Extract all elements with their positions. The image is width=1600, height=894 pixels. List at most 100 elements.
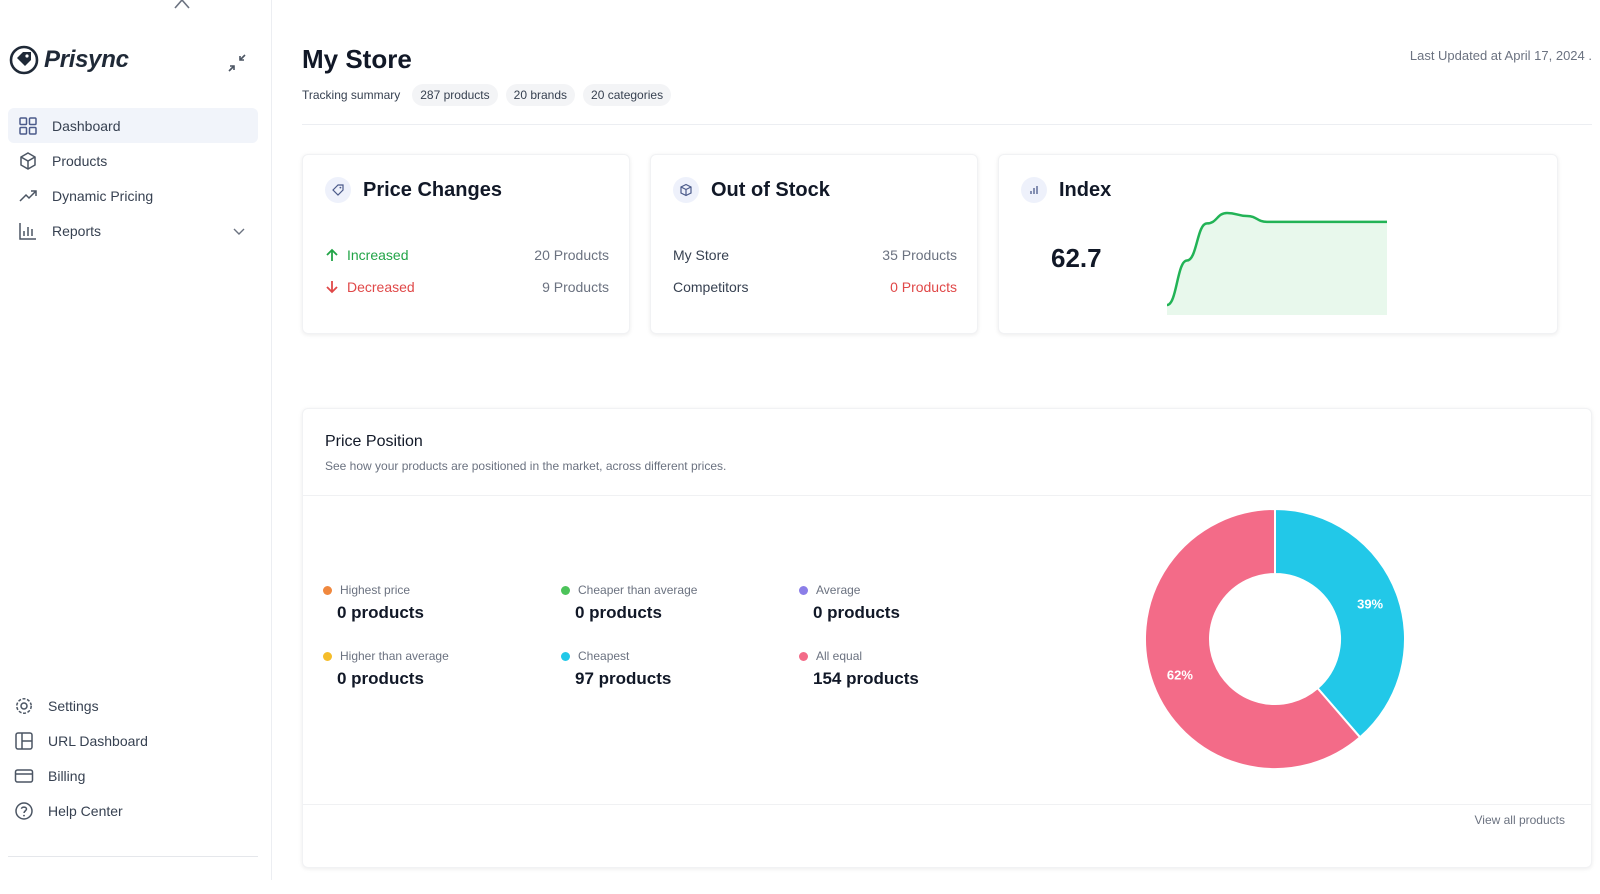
my-store-value: 35 Products [882,247,957,263]
sidebar: Prisync Dashboard Products [0,0,272,880]
donut-slice-label: 39% [1357,597,1383,612]
logo-icon [9,45,39,75]
legend-average[interactable]: Average 0 products [799,583,1019,623]
legend-value: 154 products [813,669,919,688]
trending-up-icon [18,186,38,206]
sidebar-item-label: Settings [48,697,99,714]
cube-icon [673,177,699,203]
main-nav: Dashboard Products Dynamic Pricing Repor… [8,108,258,248]
legend-dot [323,651,332,661]
legend-all-equal[interactable]: All equal 154 products [799,649,1019,689]
sidebar-item-dashboard[interactable]: Dashboard [8,108,258,143]
card-title: Price Changes [363,178,502,201]
gear-icon [14,696,34,716]
secondary-nav: Settings URL Dashboard Billing Help Cent… [4,688,258,828]
arrow-up-icon [326,248,338,261]
legend-value: 0 products [337,669,424,688]
increased-label: Increased [347,247,409,263]
grid-icon [18,116,38,136]
legend-label: Highest price [340,583,411,597]
page-title: My Store [302,44,412,74]
last-updated-text: Last Updated at April 17, 2024 . [1409,48,1592,63]
sidebar-item-products[interactable]: Products [8,143,258,178]
legend-value: 97 products [575,669,672,688]
section-divider [303,495,1591,496]
competitors-value: 0 Products [890,279,957,295]
legend-dot [799,585,808,595]
competitors-label: Competitors [673,279,749,295]
sidebar-item-label: Products [52,152,108,169]
legend-dot [799,651,808,661]
view-all-products-link[interactable]: View all products [1474,813,1566,827]
brands-count-pill[interactable]: 20 brands [505,84,576,106]
price-position-donut-chart[interactable]: 39% 62% [1143,507,1407,771]
index-sparkline [1167,211,1387,315]
bar-chart-icon [18,221,38,241]
main-content: My Store Last Updated at April 17, 2024 … [302,0,1592,894]
legend-dot [323,585,332,595]
chevron-down-icon[interactable] [232,224,246,238]
card-title: Index [1059,178,1112,201]
box-icon [18,151,38,171]
sidebar-item-reports[interactable]: Reports [8,213,258,248]
index-card[interactable]: Index 62.7 [998,154,1558,334]
sidebar-divider [8,856,258,857]
tag-icon [325,177,351,203]
sidebar-item-help-center[interactable]: Help Center [4,793,258,828]
price-position-card: Price Position See how your products are… [302,408,1592,868]
logo-text: Prisync [44,46,129,73]
price-changes-card[interactable]: Price Changes Increased 20 Products Decr… [302,154,630,334]
sidebar-item-billing[interactable]: Billing [4,758,258,793]
legend-value: 0 products [575,603,662,622]
sidebar-item-label: URL Dashboard [48,732,148,749]
legend-value: 0 products [813,603,900,622]
sidebar-item-label: Reports [52,222,102,239]
donut-slice-label: 62% [1167,667,1193,682]
legend-label: Average [816,583,861,597]
competitors-row[interactable]: Competitors 0 Products [673,279,957,295]
section-subtitle: See how your products are positioned in … [325,459,727,473]
decreased-label: Decreased [347,279,415,295]
legend-label: Higher than average [340,649,449,663]
collapse-sidebar-icon[interactable] [226,52,248,74]
increased-row[interactable]: Increased 20 Products [325,247,609,263]
sidebar-item-settings[interactable]: Settings [4,688,258,723]
card-header: Index [1021,177,1111,203]
sidebar-item-label: Dynamic Pricing [52,187,154,204]
help-circle-icon [14,801,34,821]
sparkline-area [1167,213,1387,315]
legend-label: Cheapest [578,649,630,663]
out-of-stock-card[interactable]: Out of Stock My Store 35 Products Compet… [650,154,978,334]
sparkline-line [1167,211,1387,307]
legend-cheaper-than-average[interactable]: Cheaper than average 0 products [561,583,781,623]
legend-label: Cheaper than average [578,583,698,597]
chevron-up-icon[interactable] [172,0,192,10]
tracking-summary: Tracking summary 287 products 20 brands … [302,84,672,106]
bar-chart-icon [1021,177,1047,203]
products-count-pill[interactable]: 287 products [412,84,498,106]
sidebar-item-url-dashboard[interactable]: URL Dashboard [4,723,258,758]
donut-slice-cheapest[interactable] [1274,507,1406,739]
decreased-row[interactable]: Decreased 9 Products [325,279,609,295]
legend-value: 0 products [337,603,424,622]
sidebar-item-dynamic-pricing[interactable]: Dynamic Pricing [8,178,258,213]
legend-label: All equal [816,649,863,663]
donut-slice-all-equal[interactable] [1144,507,1362,770]
legend-dot [561,651,570,661]
sidebar-item-label: Billing [48,767,86,784]
credit-card-icon [14,766,34,786]
legend-highest-price[interactable]: Highest price 0 products [323,583,543,623]
increased-value: 20 Products [534,247,609,263]
legend-cheapest[interactable]: Cheapest 97 products [561,649,781,689]
section-title: Price Position [325,433,423,450]
layout-icon [14,731,34,751]
legend-higher-than-average[interactable]: Higher than average 0 products [323,649,543,689]
arrow-down-icon [326,281,338,294]
my-store-row[interactable]: My Store 35 Products [673,247,957,263]
section-divider [303,804,1591,805]
index-value: 62.7 [1051,243,1102,273]
card-header: Out of Stock [673,177,830,203]
sidebar-item-label: Dashboard [52,117,121,134]
categories-count-pill[interactable]: 20 categories [583,84,672,106]
